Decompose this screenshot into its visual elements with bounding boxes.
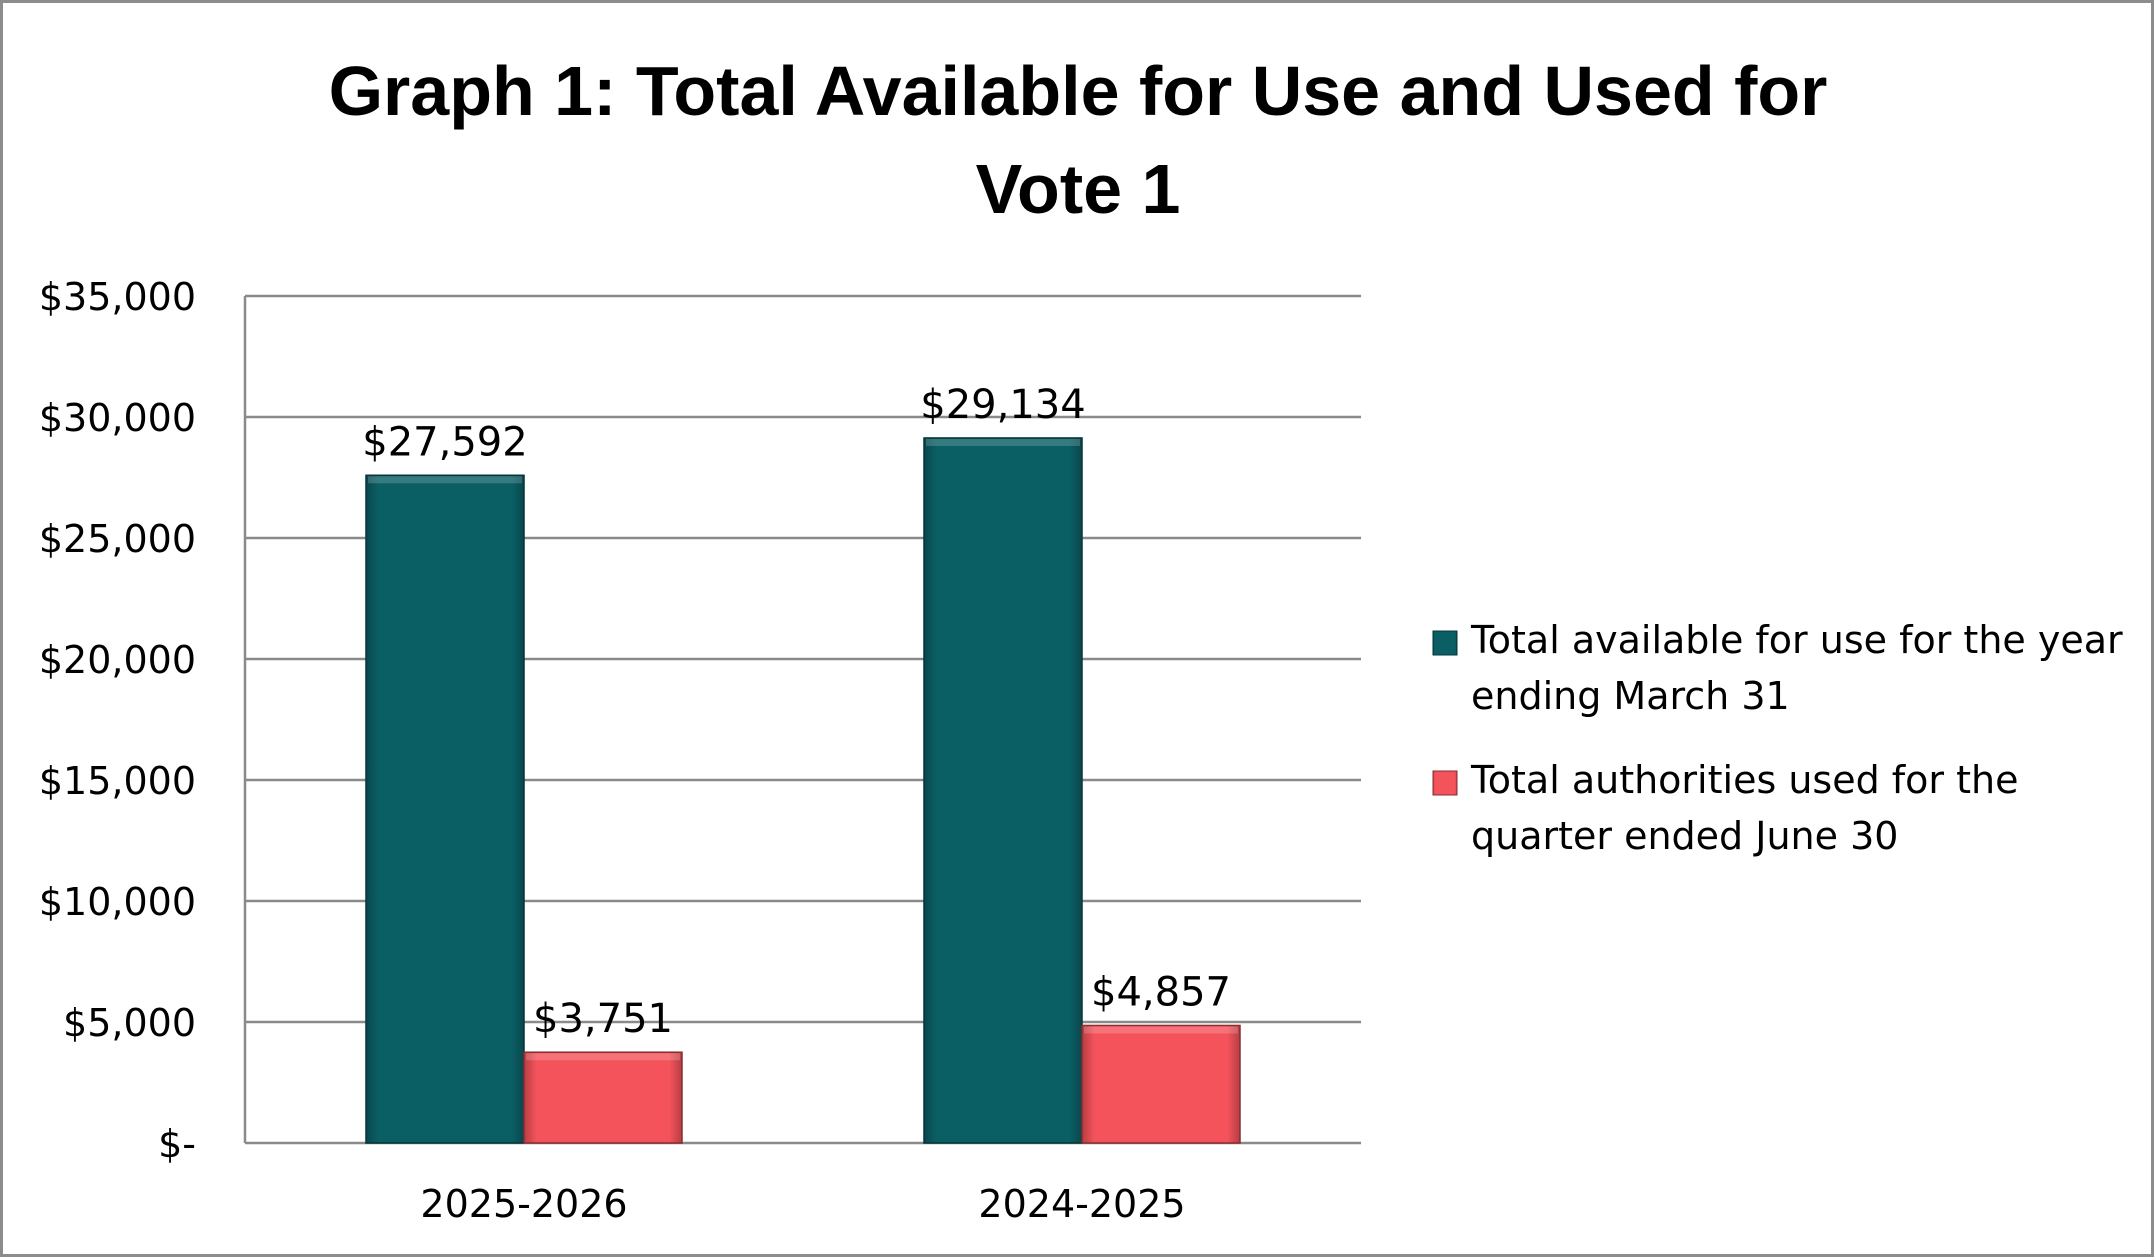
chart-title: Graph 1: Total Available for Use and Use… <box>329 52 1828 228</box>
bar <box>923 437 1083 1144</box>
chart-canvas: Graph 1: Total Available for Use and Use… <box>39 52 2123 1226</box>
chart-title-line: Graph 1: Total Available for Use and Use… <box>329 52 1828 130</box>
chart-title-line: Vote 1 <box>976 150 1181 228</box>
bar <box>523 1051 683 1144</box>
data-label: $27,592 <box>362 419 527 465</box>
legend-label: ending March 31 <box>1471 674 1790 718</box>
bar <box>1081 1024 1241 1144</box>
x-tick-label: 2024-2025 <box>978 1182 1185 1226</box>
bar-bevel <box>368 476 522 484</box>
bars <box>365 437 1241 1144</box>
legend-label: quarter ended June 30 <box>1471 814 1898 858</box>
legend: Total available for use for the year endi… <box>1432 618 2123 858</box>
legend-swatch <box>1432 770 1458 796</box>
bar-bevel <box>1084 1026 1238 1034</box>
legend-label: Total authorities used for the <box>1470 758 2018 802</box>
data-label: $29,134 <box>920 382 1085 428</box>
y-tick-label: $- <box>158 1122 196 1166</box>
legend-label: Total available for use for the year <box>1470 618 2123 662</box>
y-tick-label: $35,000 <box>39 275 196 319</box>
x-tick-label: 2025-2026 <box>420 1182 627 1226</box>
y-tick-label: $25,000 <box>39 517 196 561</box>
bar <box>365 474 525 1144</box>
y-tick-label: $10,000 <box>39 880 196 924</box>
x-axis-ticks: 2025-2026 2024-2025 <box>420 1182 1185 1226</box>
y-tick-label: $5,000 <box>63 1001 196 1045</box>
bar-bevel <box>526 1053 680 1061</box>
data-label: $3,751 <box>533 996 673 1042</box>
y-tick-label: $30,000 <box>39 396 196 440</box>
bar-bevel <box>926 438 1080 446</box>
y-axis-ticks: $- $5,000 $10,000 $15,000 $20,000 $25,000 $30,… <box>39 275 196 1166</box>
y-tick-label: $15,000 <box>39 759 196 803</box>
data-labels: $27,592 $3,751 $29,134 $4,857 <box>362 382 1231 1042</box>
y-tick-label: $20,000 <box>39 638 196 682</box>
legend-swatch <box>1432 630 1458 656</box>
data-label: $4,857 <box>1091 969 1231 1015</box>
